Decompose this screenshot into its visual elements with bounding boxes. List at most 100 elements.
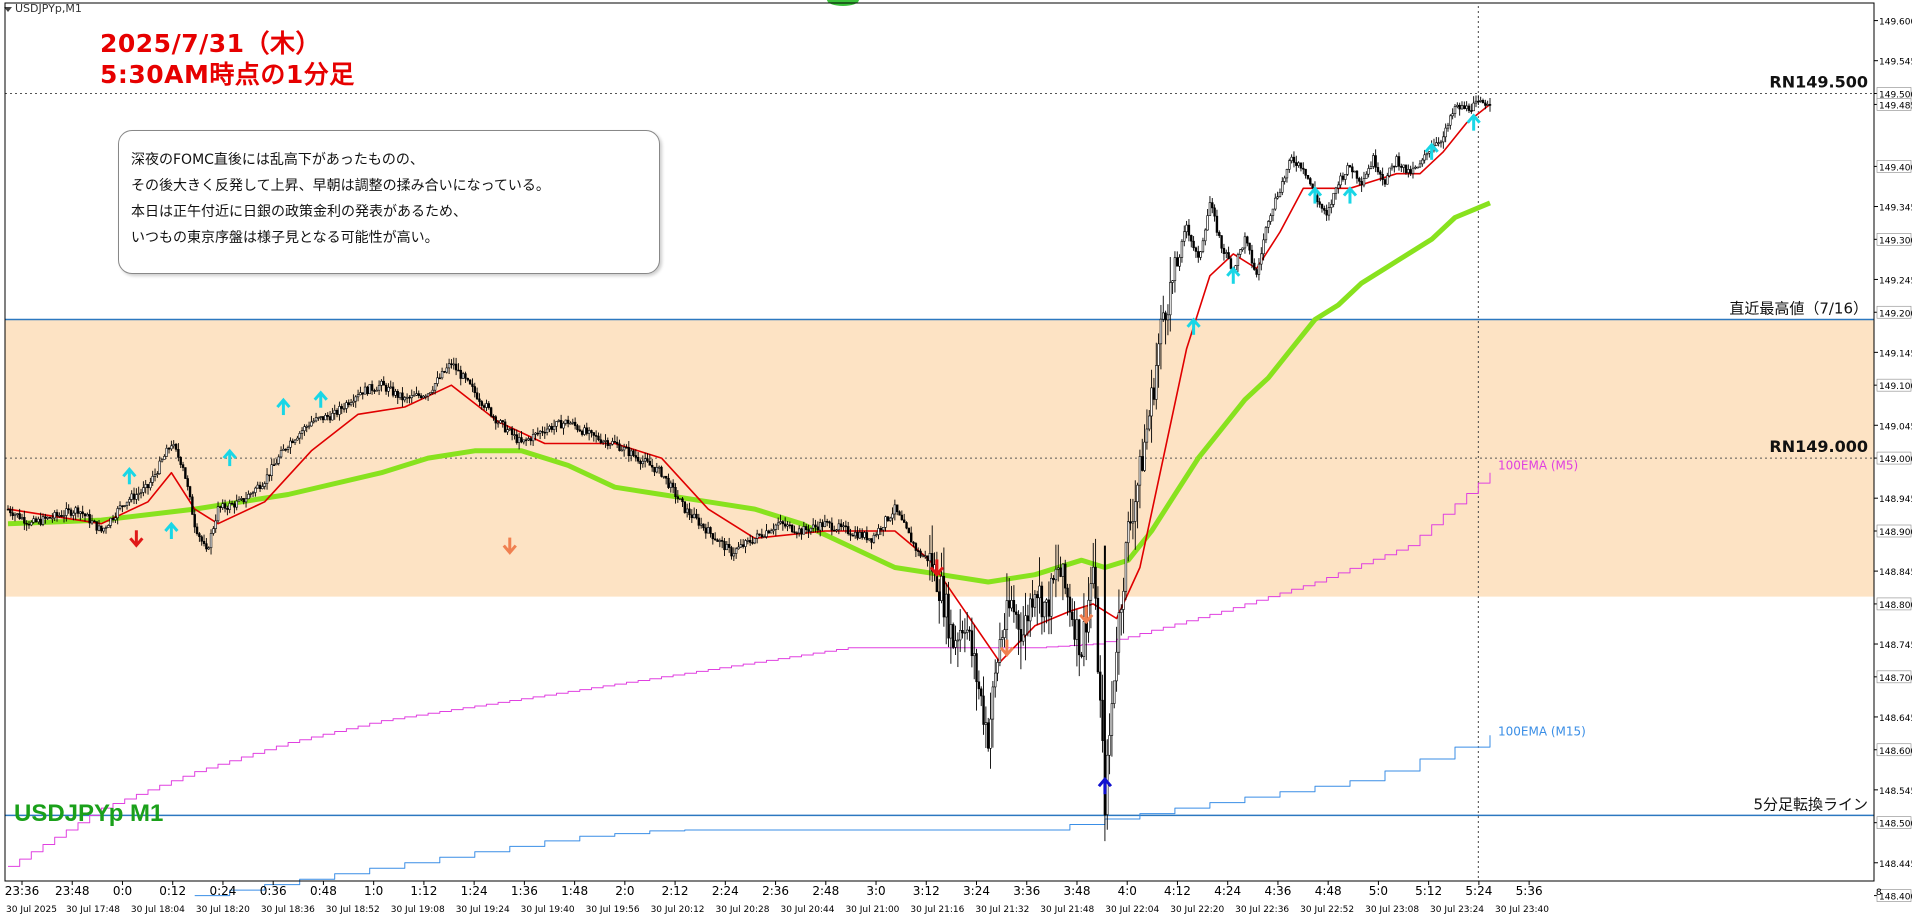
candle-body bbox=[342, 408, 346, 410]
arrow-down-icon bbox=[999, 639, 1015, 657]
candle-body bbox=[1376, 167, 1380, 173]
candle-body bbox=[1278, 192, 1282, 197]
candle-body bbox=[769, 530, 773, 534]
candle-body bbox=[667, 477, 670, 488]
price-axis[interactable]: 149.600 149.545 149.500149.485 149.400 149.3… bbox=[1874, 18, 1912, 903]
time-axis[interactable]: 23:36 23:48 0:0 0:12 0:24 0:36 0:48 1:0 1:12 1:24… bbox=[5, 881, 1882, 915]
candle-body bbox=[1353, 170, 1356, 173]
candle-body bbox=[1337, 184, 1340, 189]
candle-body bbox=[788, 524, 792, 527]
candle-body bbox=[566, 419, 570, 424]
price-label-box bbox=[1876, 451, 1912, 465]
candle-body bbox=[1390, 165, 1394, 169]
time-label: 2:0 bbox=[615, 884, 634, 898]
candle-body bbox=[1446, 124, 1450, 129]
candle-body bbox=[233, 503, 236, 508]
candle-body bbox=[725, 543, 729, 551]
candle-body bbox=[1311, 183, 1314, 189]
candle-body bbox=[1192, 240, 1195, 249]
candle-body bbox=[984, 722, 988, 725]
candle-body bbox=[751, 542, 754, 544]
candle-body bbox=[81, 511, 84, 515]
candle-body bbox=[1122, 590, 1125, 610]
level-label: 直近最高値（7/16） bbox=[1729, 300, 1868, 318]
candle-body bbox=[303, 426, 306, 432]
candle-body bbox=[1262, 239, 1265, 255]
time-label: 5:24 bbox=[1465, 884, 1492, 898]
candle-body bbox=[692, 513, 696, 519]
candle-body bbox=[97, 525, 101, 531]
candle-body bbox=[508, 428, 511, 431]
candle-body bbox=[219, 506, 222, 508]
candle-body bbox=[1297, 162, 1300, 166]
candle-body bbox=[938, 591, 941, 601]
candle-body bbox=[1318, 201, 1321, 205]
candle-body bbox=[641, 460, 645, 465]
candle-body bbox=[1047, 599, 1051, 617]
candle-body bbox=[893, 504, 897, 515]
candle-body bbox=[1113, 680, 1116, 704]
scale-marker: 8 bbox=[1876, 888, 1882, 898]
candle-body bbox=[1416, 166, 1419, 169]
candle-body bbox=[531, 434, 535, 442]
candle-body bbox=[1005, 600, 1009, 630]
arrow-up-icon bbox=[1186, 317, 1201, 335]
candle-body bbox=[177, 449, 180, 458]
candle-body bbox=[431, 389, 434, 393]
price-label: 149.485 bbox=[1879, 101, 1912, 111]
candle-body bbox=[980, 688, 983, 697]
candle-body bbox=[903, 519, 906, 523]
candle-body bbox=[366, 386, 369, 395]
window-menu-arrow-icon[interactable] bbox=[4, 6, 12, 12]
candle-body bbox=[639, 460, 642, 465]
candle-body bbox=[1199, 251, 1202, 258]
price-label-box bbox=[1876, 305, 1912, 319]
candle-body bbox=[1295, 162, 1298, 166]
candle-body bbox=[534, 432, 537, 435]
candle-body bbox=[1008, 600, 1011, 609]
candle-body bbox=[513, 434, 516, 436]
date-label: 30 Jul 21:16 bbox=[910, 905, 964, 915]
candle-body bbox=[660, 466, 663, 477]
comment-line: 本日は正午付近に日銀の政策金利の発表があるため、 bbox=[131, 204, 467, 220]
price-label: 148.700 bbox=[1879, 674, 1912, 684]
candle-body bbox=[153, 474, 157, 477]
candle-body bbox=[821, 522, 824, 527]
headline-time: 5:30AM時点の1分足 bbox=[100, 60, 355, 89]
candle-body bbox=[555, 421, 558, 427]
candle-body bbox=[172, 444, 175, 447]
candle-body bbox=[55, 512, 59, 517]
candle-body bbox=[95, 521, 98, 531]
candle-body bbox=[1281, 181, 1284, 193]
price-label: 149.400 bbox=[1879, 163, 1912, 173]
candle-body bbox=[27, 523, 31, 526]
candle-body bbox=[473, 386, 476, 394]
candle-body bbox=[123, 505, 126, 507]
candle-body bbox=[622, 446, 626, 451]
arrow-up-icon bbox=[1097, 776, 1113, 795]
candle-body bbox=[1225, 252, 1228, 254]
candle-body bbox=[1351, 166, 1354, 173]
candle-body bbox=[1344, 173, 1347, 180]
candle-body bbox=[1180, 240, 1184, 258]
candle-body bbox=[1246, 236, 1249, 244]
candle-body bbox=[1304, 168, 1307, 176]
time-label: 1:0 bbox=[364, 884, 383, 898]
candle-body bbox=[1022, 634, 1025, 642]
candle-body bbox=[275, 463, 278, 466]
candle-body bbox=[881, 527, 885, 531]
candle-body bbox=[396, 391, 399, 398]
candle-body bbox=[174, 444, 178, 450]
candle-body bbox=[1481, 100, 1485, 104]
candle-body bbox=[872, 534, 876, 543]
time-label: 4:24 bbox=[1214, 884, 1241, 898]
candle-body bbox=[1285, 169, 1289, 179]
price-label-box bbox=[1876, 98, 1912, 111]
candle-body bbox=[520, 437, 523, 443]
arrow-down-icon bbox=[929, 559, 945, 577]
candle-body bbox=[1064, 563, 1067, 589]
candle-body bbox=[249, 493, 252, 495]
candle-body bbox=[576, 425, 579, 431]
candle-body bbox=[1355, 170, 1359, 179]
